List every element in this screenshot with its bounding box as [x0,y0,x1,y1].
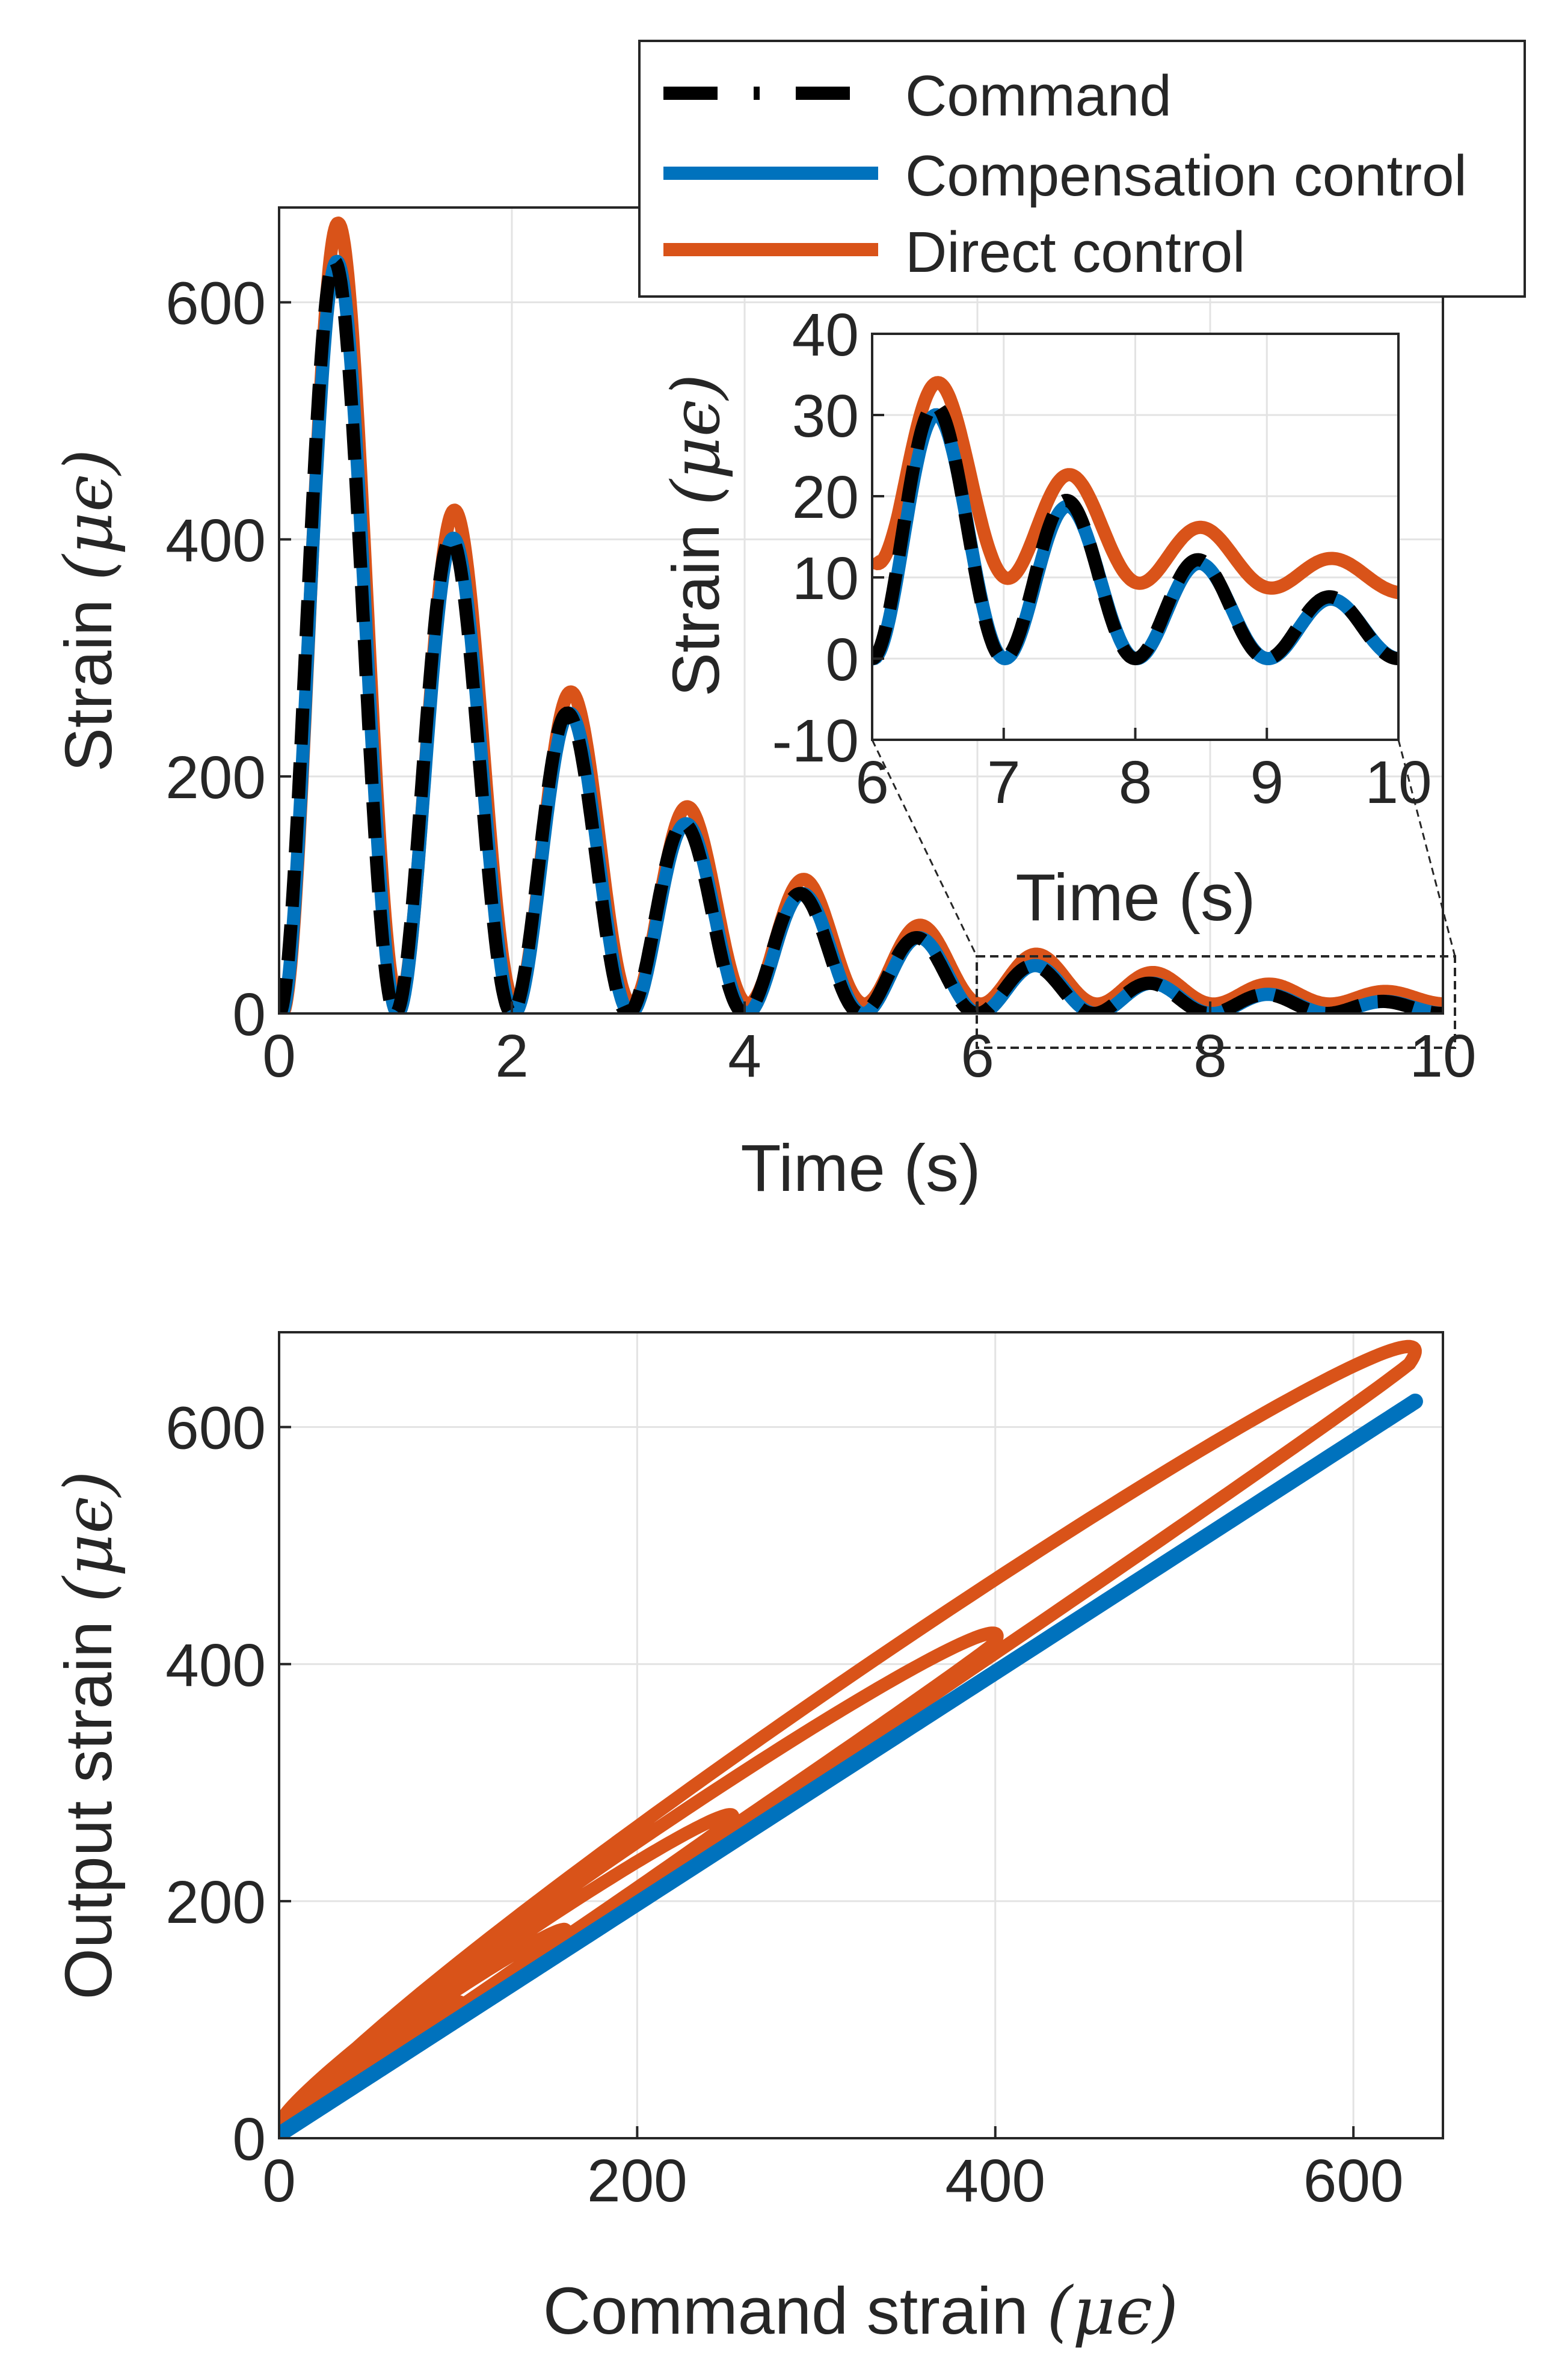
inset-tick-label-y: 10 [792,545,859,612]
inset-tick-label-x: 10 [1365,749,1432,816]
bottom-y-axis-label: Output strain (μϵ) [50,1471,127,1999]
inset-tick-label-x: 9 [1250,749,1284,816]
top-tick-label-x: 2 [495,1022,529,1090]
inset-ticks: 6 7 8 9 10 -10 0 10 20 30 40 [772,301,1432,816]
inset-tick-label-y: 0 [825,626,859,693]
inset-tick-label-y: 30 [792,383,859,450]
bottom-tick-label-y: 400 [165,1632,266,1699]
bottom-tick-label-x: 0 [262,2147,296,2215]
bottom-x-axis-label: Command strain (μϵ) [543,2272,1178,2349]
top-tick-label-x: 10 [1409,1022,1476,1090]
bottom-axes-box [278,1331,1444,2139]
top-tick-label-y: 0 [232,981,266,1048]
series-line-command [279,254,1443,1013]
inset-tick-label-x: 6 [855,749,889,816]
inset-y-axis-label: Strain (μϵ) [657,374,734,697]
top-tick-label-y: 400 [165,507,266,574]
hysteresis-chart: 0 200 400 600 0 200 400 600 Command strain (μϵ)… [50,1331,1444,2349]
inset-series-line-direct-control [872,376,1398,600]
legend-label-direct: Direct control [905,220,1246,284]
bottom-tick-label-y: 0 [232,2106,266,2173]
top-tick-label-x: 8 [1193,1022,1227,1090]
bottom-tick-label-x: 400 [945,2147,1045,2215]
inset-tick-label-y: 20 [792,464,859,531]
inset-series-line-command [872,399,1398,666]
top-tick-label-x: 4 [728,1022,761,1090]
hysteresis-line-compensation-control [279,1394,1423,2138]
inset-tick-label-y: 40 [792,301,859,369]
legend-label-compensation: Compensation control [905,144,1467,208]
bottom-tick-label-x: 200 [587,2147,687,2215]
zoom-box [976,955,1456,1049]
top-tick-label-y: 600 [165,270,266,337]
legend-label-command: Command [905,64,1172,128]
inset-tick-label-y: -10 [772,707,859,775]
inset-x-axis-label: Time (s) [1015,861,1255,935]
bottom-tick-label-x: 600 [1303,2147,1404,2215]
bottom-tick-label-y: 600 [165,1395,266,1462]
top-y-axis-label: Strain (μϵ) [50,449,127,772]
zoom-connector-right [1397,739,1456,957]
zoom-connector-left [871,739,978,957]
legend: Command Compensation control Direct cont… [638,40,1526,298]
bottom-tick-label-y: 200 [165,1869,266,1936]
inset-chart: 6 7 8 9 10 -10 0 10 20 30 40 Time (s) Strain (μϵ) [657,301,1432,935]
top-tick-label-x: 0 [262,1022,296,1090]
inset-tick-label-x: 8 [1119,749,1152,816]
inset-tick-label-x: 7 [987,749,1021,816]
top-x-axis-label: Time (s) [740,1131,980,1205]
bottom-ticks: 0 200 400 600 0 200 400 600 [165,1395,1403,2215]
top-tick-label-y: 200 [165,744,266,811]
